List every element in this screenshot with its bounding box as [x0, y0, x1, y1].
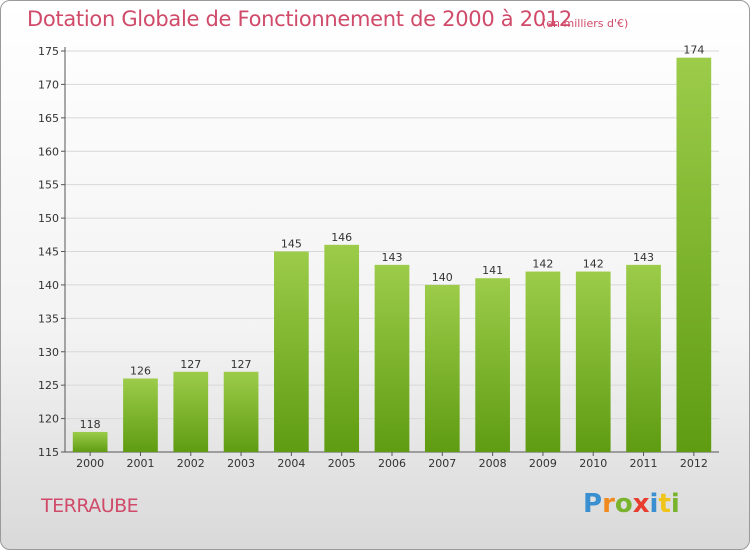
bar-2003: [223, 371, 259, 452]
value-label-2009: 142: [532, 258, 553, 271]
y-tick-label: 135: [38, 312, 59, 325]
y-tick-label: 165: [38, 112, 59, 125]
bar-2010: [575, 271, 611, 452]
y-tick-label: 145: [38, 246, 59, 259]
value-label-2001: 126: [130, 364, 151, 377]
bars: [72, 57, 712, 452]
value-label-2012: 174: [683, 44, 704, 57]
y-tick-label: 115: [38, 446, 59, 459]
bar-2000: [72, 431, 108, 452]
commune-name: TERRAUBE: [41, 495, 139, 517]
x-tick-label-2011: 2011: [630, 457, 658, 470]
bar-2001: [123, 378, 158, 452]
x-tick-label-2001: 2001: [126, 457, 154, 470]
bar-2006: [374, 264, 410, 452]
logo-letter: o: [614, 489, 633, 519]
axes: 115 120 125 130 135 140 145 150 155 160 165 170 175 2…: [38, 45, 719, 470]
x-tick-label-2009: 2009: [529, 457, 557, 470]
bar-2005: [324, 244, 360, 452]
value-label-2002: 127: [180, 358, 201, 371]
x-tick-label-2008: 2008: [479, 457, 507, 470]
value-label-2010: 142: [583, 258, 604, 271]
value-label-2006: 143: [382, 251, 403, 264]
logo-letter: i: [670, 489, 680, 519]
value-label-2005: 146: [331, 231, 352, 244]
value-label-2004: 145: [281, 238, 302, 251]
x-tick-label-2003: 2003: [227, 457, 255, 470]
logo-letter: i: [649, 489, 659, 519]
y-tick-label: 155: [38, 179, 59, 192]
x-tick-label-2010: 2010: [579, 457, 607, 470]
logo-letter: x: [632, 489, 650, 519]
y-tick-label: 125: [38, 379, 59, 392]
bar-2011: [626, 264, 661, 452]
y-tick-label: 140: [38, 279, 59, 292]
bar-2004: [274, 251, 309, 452]
value-label-2003: 127: [231, 358, 252, 371]
x-tick-label-2002: 2002: [177, 457, 205, 470]
bar-2002: [173, 371, 209, 452]
value-label-2011: 143: [633, 251, 654, 264]
x-tick-label-2000: 2000: [76, 457, 104, 470]
value-labels: 118 126 127 127 145 146 143 140 141 142 142 143 174: [80, 44, 705, 431]
bar-2009: [525, 271, 561, 452]
x-tick-label-2005: 2005: [328, 457, 356, 470]
y-tick-label: 160: [38, 145, 59, 158]
y-tick-label: 130: [38, 346, 59, 359]
chart-title: Dotation Globale de Fonctionnement de 20…: [27, 7, 572, 31]
value-label-2007: 140: [432, 271, 453, 284]
y-tick-label: 170: [38, 78, 59, 91]
chart-subtitle: (en milliers d'€): [542, 17, 629, 30]
bar-2007: [424, 284, 460, 452]
bar-2008: [475, 278, 510, 452]
proxiti-logo: Proxiti: [583, 489, 680, 519]
y-tick-label: 120: [38, 413, 59, 426]
y-tick-label: 150: [38, 212, 59, 225]
x-tick-label-2006: 2006: [378, 457, 406, 470]
logo-letter: t: [658, 489, 671, 519]
value-label-2008: 141: [482, 264, 503, 277]
logo-letter: r: [602, 489, 615, 519]
x-tick-label-2004: 2004: [277, 457, 305, 470]
x-tick-label-2007: 2007: [428, 457, 456, 470]
logo-letter: P: [583, 489, 603, 519]
bar-2012: [676, 57, 712, 452]
value-label-2000: 118: [80, 418, 101, 431]
y-tick-label: 175: [38, 45, 59, 58]
x-tick-label-2012: 2012: [680, 457, 708, 470]
